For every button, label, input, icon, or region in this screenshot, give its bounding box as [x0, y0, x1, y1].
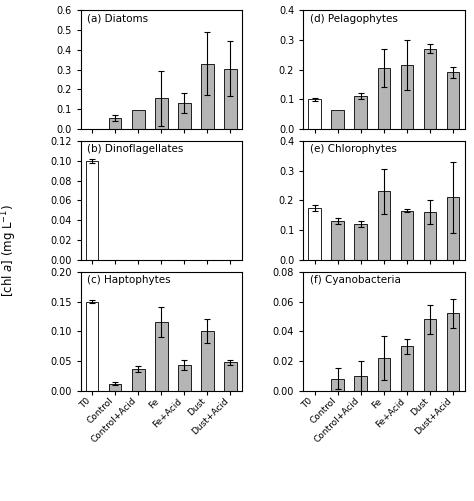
Bar — [331, 221, 344, 260]
Bar — [109, 118, 121, 129]
Bar — [109, 384, 121, 391]
Bar — [178, 365, 191, 391]
Bar — [224, 69, 237, 129]
Bar — [424, 49, 436, 129]
Bar — [86, 161, 99, 260]
Bar — [401, 346, 413, 391]
Bar — [132, 110, 145, 129]
Bar — [377, 191, 390, 260]
Bar — [355, 376, 367, 391]
Bar — [132, 369, 145, 391]
Bar — [377, 68, 390, 129]
Text: [chl $a$] (mg L$^{-1}$): [chl $a$] (mg L$^{-1}$) — [0, 204, 19, 297]
Bar — [355, 96, 367, 129]
Bar — [201, 331, 214, 391]
Text: (e) Chlorophytes: (e) Chlorophytes — [310, 144, 397, 154]
Bar — [331, 379, 344, 391]
Text: (d) Pelagophytes: (d) Pelagophytes — [310, 14, 398, 24]
Bar — [201, 64, 214, 129]
Bar — [224, 362, 237, 391]
Text: (a) Diatoms: (a) Diatoms — [87, 14, 148, 24]
Bar — [447, 73, 459, 129]
Bar — [155, 98, 168, 129]
Bar — [447, 314, 459, 391]
Text: (f) Cyanobacteria: (f) Cyanobacteria — [310, 276, 401, 286]
Bar — [309, 99, 321, 129]
Bar — [309, 208, 321, 260]
Bar — [331, 110, 344, 129]
Bar — [377, 358, 390, 391]
Text: (b) Dinoflagellates: (b) Dinoflagellates — [87, 144, 183, 154]
Bar — [178, 103, 191, 129]
Bar — [401, 211, 413, 260]
Bar — [86, 302, 99, 391]
Bar — [424, 320, 436, 391]
Bar — [447, 197, 459, 260]
Bar — [155, 322, 168, 391]
Bar — [424, 212, 436, 260]
Bar — [355, 224, 367, 260]
Text: (c) Haptophytes: (c) Haptophytes — [87, 276, 171, 286]
Bar — [401, 65, 413, 129]
